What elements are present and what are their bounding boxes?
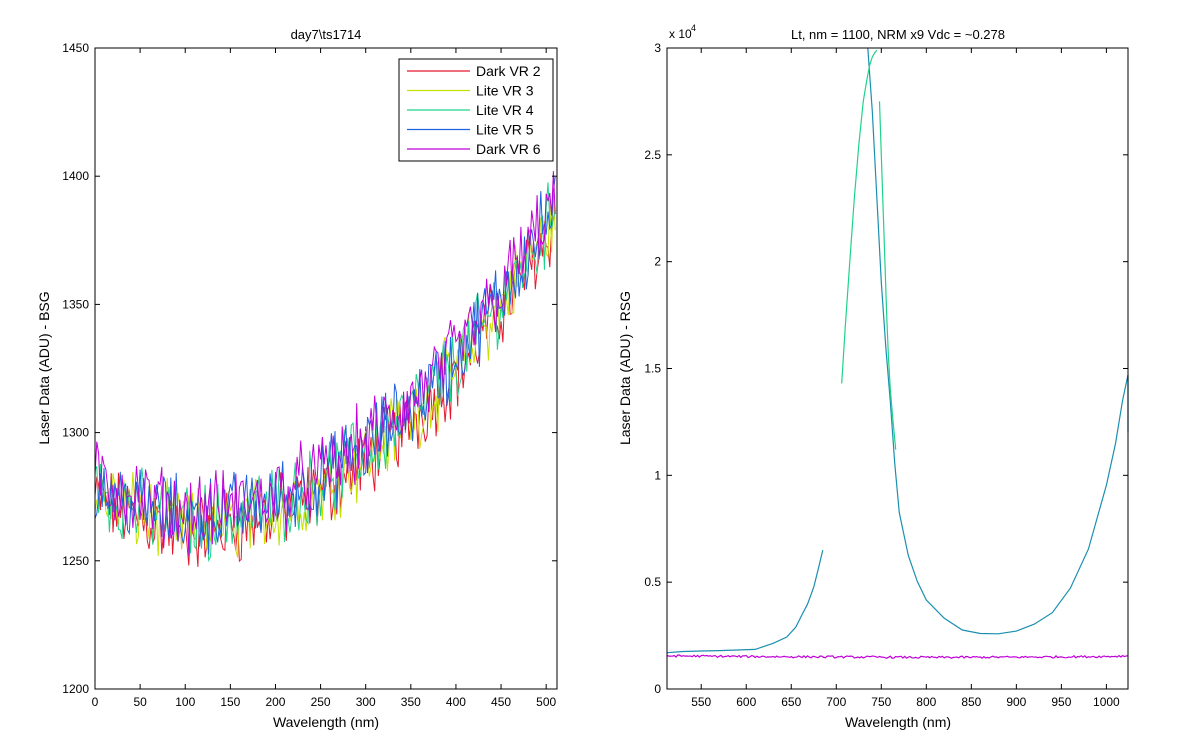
spectrum-line-2-segment-2: [878, 101, 897, 450]
x-tick-label: 550: [691, 695, 711, 709]
y-tick-label: 1200: [62, 682, 89, 696]
y-tick-label: 0.5: [644, 575, 661, 589]
x-tick-label: 400: [446, 695, 466, 709]
x-tick-label: 800: [916, 695, 936, 709]
x-tick-label: 700: [826, 695, 846, 709]
plot-left: 0 50 100 150 200 250 300 350 400 450 500 1200 1250 13…: [36, 27, 558, 730]
x-tick-label: 0: [92, 695, 99, 709]
x-tick-label: 200: [265, 695, 285, 709]
spectrum-line-1-segment-2: [867, 47, 1129, 635]
y-tick-label: 1350: [62, 297, 89, 311]
y-tick-label: 1400: [62, 169, 89, 183]
plot-left-ylabel: Laser Data (ADU) - BSG: [36, 291, 52, 444]
x-tick-label: 1000: [1093, 695, 1120, 709]
legend: Dark VR 2 Lite VR 3 Lite VR 4 Lite VR 5 Dark…: [398, 58, 554, 162]
x-tick-label: 850: [961, 695, 981, 709]
x-tick-label: 500: [536, 695, 556, 709]
plot-right-y-exponent: 4: [691, 23, 696, 33]
x-tick-label: 450: [491, 695, 511, 709]
plot-right-ticks: 550 600 650 700 750 800 850 900 950 1000 0 0.5 1 1.5 2…: [644, 41, 1128, 709]
y-tick-label: 3: [654, 41, 661, 55]
x-tick-label: 250: [311, 695, 331, 709]
plot-left-ticks: 0 50 100 150 200 250 300 350 400 450 500 1200 1250 13…: [62, 41, 557, 709]
legend-label: Lite VR 4: [476, 102, 534, 118]
legend-label: Dark VR 6: [476, 141, 541, 157]
x-tick-label: 350: [401, 695, 421, 709]
x-tick-label: 950: [1051, 695, 1071, 709]
legend-label: Lite VR 5: [476, 122, 534, 138]
x-tick-label: 900: [1006, 695, 1026, 709]
plot-right-y-multiplier: x 10: [669, 27, 692, 41]
x-tick-label: 300: [356, 695, 376, 709]
y-tick-label: 2: [654, 255, 661, 269]
plot-left-title: day7\ts1714: [291, 27, 362, 42]
y-tick-label: 0: [654, 682, 661, 696]
x-tick-label: 50: [133, 695, 147, 709]
plot-right-series: [666, 47, 1129, 659]
plot-right: 550 600 650 700 750 800 850 900 950 1000 0 0.5 1 1.5 2…: [617, 23, 1129, 730]
x-tick-label: 100: [175, 695, 195, 709]
plot-left-series: [94, 171, 556, 567]
y-tick-label: 2.5: [644, 148, 661, 162]
plot-right-xlabel: Wavelength (nm): [845, 714, 951, 730]
legend-label: Lite VR 3: [476, 83, 534, 99]
x-tick-label: 600: [736, 695, 756, 709]
y-tick-label: 1.5: [644, 362, 661, 376]
spectrum-line-1-segment-1: [666, 549, 824, 654]
x-tick-label: 650: [781, 695, 801, 709]
y-tick-label: 1450: [62, 41, 89, 55]
series-line-5: [94, 171, 556, 556]
plot-right-title: Lt, nm = 1100, NRM x9 Vdc = ~0.278: [791, 27, 1005, 42]
x-tick-label: 750: [871, 695, 891, 709]
plot-left-frame: [94, 47, 558, 690]
spectrum-line-2-segment-1: [841, 49, 878, 384]
x-tick-label: 150: [220, 695, 240, 709]
legend-entries: Dark VR 2 Lite VR 3 Lite VR 4 Lite VR 5 Dark…: [407, 63, 541, 157]
plot-right-background: [667, 48, 1128, 689]
y-tick-label: 1250: [62, 554, 89, 568]
y-tick-label: 1300: [62, 426, 89, 440]
legend-label: Dark VR 2: [476, 63, 541, 79]
y-tick-label: 1: [654, 468, 661, 482]
spectrum-line-3-segment-1: [666, 654, 1129, 659]
plot-left-xlabel: Wavelength (nm): [273, 714, 379, 730]
plot-right-ylabel: Laser Data (ADU) - RSG: [617, 291, 633, 445]
